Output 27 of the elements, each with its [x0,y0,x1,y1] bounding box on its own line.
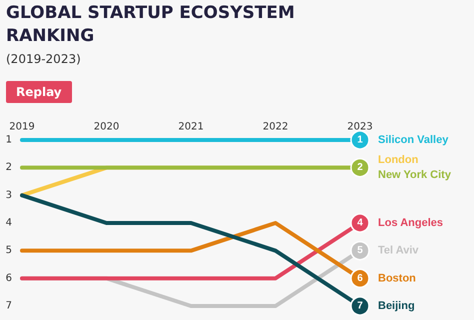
series-label: Silicon Valley [378,134,450,146]
data-label: 1 [357,134,364,146]
y-tick-label: 2 [6,162,12,174]
data-label: 2 [357,162,364,174]
data-label: 6 [357,272,364,284]
text: Replay [6,81,72,103]
data-label: 7 [357,300,364,312]
series-label: Los Angeles [378,217,443,229]
series-label: Beijing [378,300,415,312]
y-tick-label: 5 [6,245,12,256]
data-label: 4 [357,218,364,228]
x-tick-label: 2019 [9,122,35,132]
x-tick-label: 2023 [347,122,373,132]
series-label: Boston [378,272,416,284]
y-tick-label: 1 [6,134,12,146]
series-label: New York City [378,169,452,182]
x-tick-label: 2021 [178,122,204,132]
x-tick-label: 2022 [262,122,288,132]
chart-subtitle: (2019-2023) [6,52,81,66]
series-label: London [378,154,419,166]
y-tick-label: 4 [6,218,12,228]
y-tick-label: 7 [6,300,12,312]
y-tick-label: 3 [6,190,12,201]
data-label: 5 [357,245,364,256]
x-tick-label: 2020 [94,122,120,132]
y-tick-label: 6 [6,272,12,284]
chart-title: GLOBAL STARTUP ECOSYSTEM RANKING [6,2,296,48]
